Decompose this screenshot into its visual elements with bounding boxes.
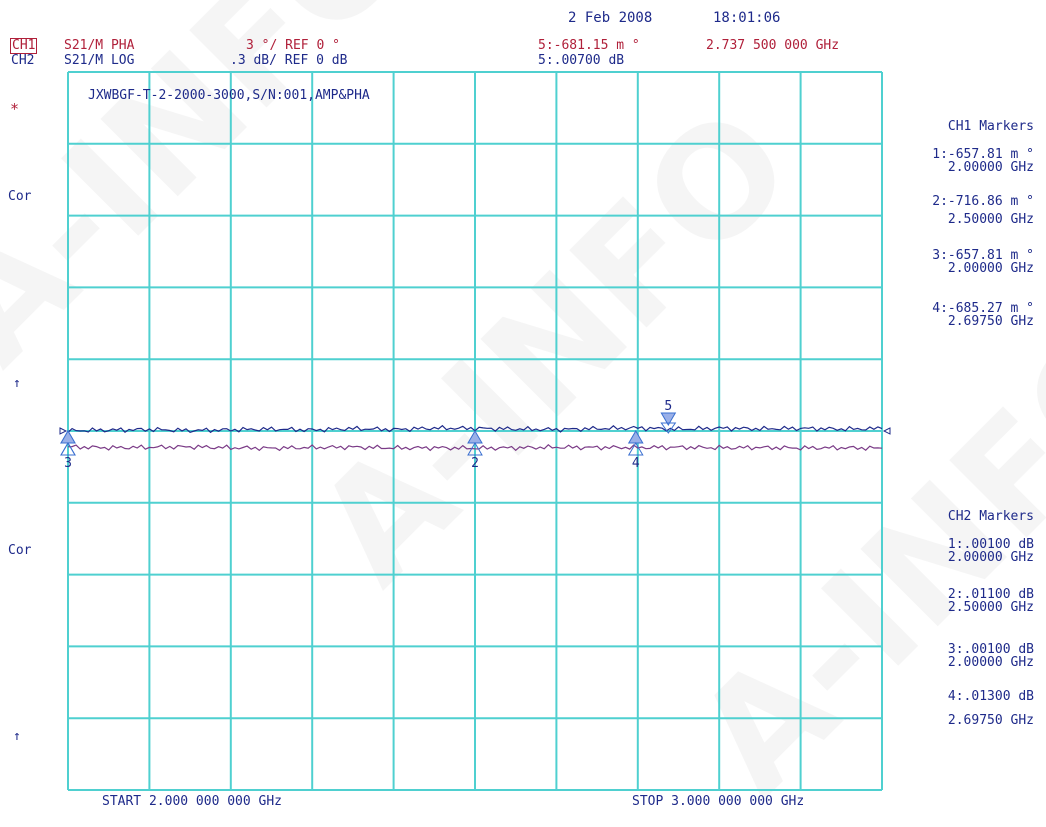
- ch1-marker-3-freq: 2.00000 GHz: [947, 261, 1034, 276]
- marker-2-icon[interactable]: 2: [467, 430, 483, 471]
- ch1-active-marker: 5:-681.15 m °: [538, 38, 640, 53]
- svg-text:3: 3: [64, 456, 72, 471]
- plot-area: 2 3 4 5: [59, 71, 891, 791]
- ch2-markers-title: CH2 Markers: [947, 509, 1034, 524]
- ch2-scale: .3 dB/ REF 0 dB: [230, 53, 348, 68]
- ch2-tag[interactable]: CH2: [11, 53, 35, 68]
- ch1-markers-title: CH1 Markers: [947, 119, 1034, 134]
- ch1-tag[interactable]: CH1: [10, 38, 38, 54]
- ch1-marker-1[interactable]: 1:-657.81 m ° 2.00000 GHz: [932, 148, 1034, 174]
- ch2-marker-1-freq: 2.00000 GHz: [947, 550, 1034, 565]
- svg-text:4: 4: [632, 456, 640, 471]
- ch1-measurement: S21/M PHA: [64, 38, 135, 53]
- ch2-marker-2-value: 2:.01100 dB: [947, 587, 1034, 602]
- ch1-marker-4-value: 4:-685.27 m °: [932, 301, 1034, 316]
- ch1-marker-4-freq: 2.69750 GHz: [947, 314, 1034, 329]
- ch2-marker-4-freq: 2.69750 GHz: [947, 713, 1034, 728]
- ch1-ref-arrow-icon: ↑: [13, 376, 21, 391]
- active-marker-frequency: 2.737 500 000 GHz: [706, 38, 840, 53]
- ch2-marker-1[interactable]: 1:.00100 dB 2.00000 GHz: [948, 538, 1034, 564]
- ch2-marker-4[interactable]: 4:.01300 dB 2.69750 GHz: [948, 690, 1034, 727]
- start-frequency-label: START 2.000 000 000 GHz: [102, 794, 283, 809]
- stop-frequency-label: STOP 3.000 000 000 GHz: [632, 794, 805, 809]
- marker-5-icon[interactable]: 5: [660, 399, 677, 434]
- ch2-ref-arrow-icon: ↑: [13, 729, 21, 744]
- ch1-marker-4[interactable]: 4:-685.27 m ° 2.69750 GHz: [932, 302, 1034, 328]
- ch2-active-marker: 5:.00700 dB: [538, 53, 625, 68]
- marker-4-icon[interactable]: 4: [627, 430, 644, 471]
- ch2-marker-3[interactable]: 3:.00100 dB 2.00000 GHz: [948, 643, 1034, 669]
- ch2-marker-2-freq: 2.50000 GHz: [947, 600, 1034, 615]
- ch1-marker-2-freq: 2.50000 GHz: [947, 212, 1034, 227]
- ch1-marker-3[interactable]: 3:-657.81 m ° 2.00000 GHz: [932, 249, 1034, 275]
- ch1-marker-1-value: 1:-657.81 m °: [932, 147, 1034, 162]
- trace-ch1-phase: [67, 444, 883, 452]
- time-label: 18:01:06: [713, 10, 781, 26]
- ch2-measurement: S21/M LOG: [64, 53, 135, 68]
- ref-left-icon: [59, 427, 68, 435]
- ch2-marker-1-value: 1:.00100 dB: [947, 537, 1034, 552]
- ch1-marker-3-value: 3:-657.81 m °: [932, 248, 1034, 263]
- star-indicator: *: [10, 100, 20, 118]
- ch2-marker-3-freq: 2.00000 GHz: [947, 655, 1034, 670]
- ch1-marker-2-value: 2:-716.86 m °: [932, 194, 1034, 209]
- ch2-marker-4-value: 4:.01300 dB: [947, 689, 1034, 704]
- ch1-marker-2[interactable]: 2:-716.86 m ° 2.50000 GHz: [932, 195, 1034, 226]
- date-label: 2 Feb 2008: [568, 10, 653, 26]
- svg-text:5: 5: [664, 399, 672, 414]
- ch2-marker-2[interactable]: 2:.01100 dB 2.50000 GHz: [948, 588, 1034, 614]
- ch2-marker-3-value: 3:.00100 dB: [947, 642, 1034, 657]
- plot-title: JXWBGF-T-2-2000-3000,S/N:001,AMP&PHA: [88, 88, 370, 103]
- ch1-marker-1-freq: 2.00000 GHz: [947, 160, 1034, 175]
- ref-right-icon: [882, 427, 891, 435]
- ch2-correction-label: Cor: [8, 543, 32, 558]
- marker-3-icon[interactable]: 3: [60, 430, 76, 471]
- ch1-correction-label: Cor: [8, 189, 32, 204]
- svg-text:2: 2: [471, 456, 479, 471]
- ch1-scale: 3 °/ REF 0 °: [246, 38, 340, 53]
